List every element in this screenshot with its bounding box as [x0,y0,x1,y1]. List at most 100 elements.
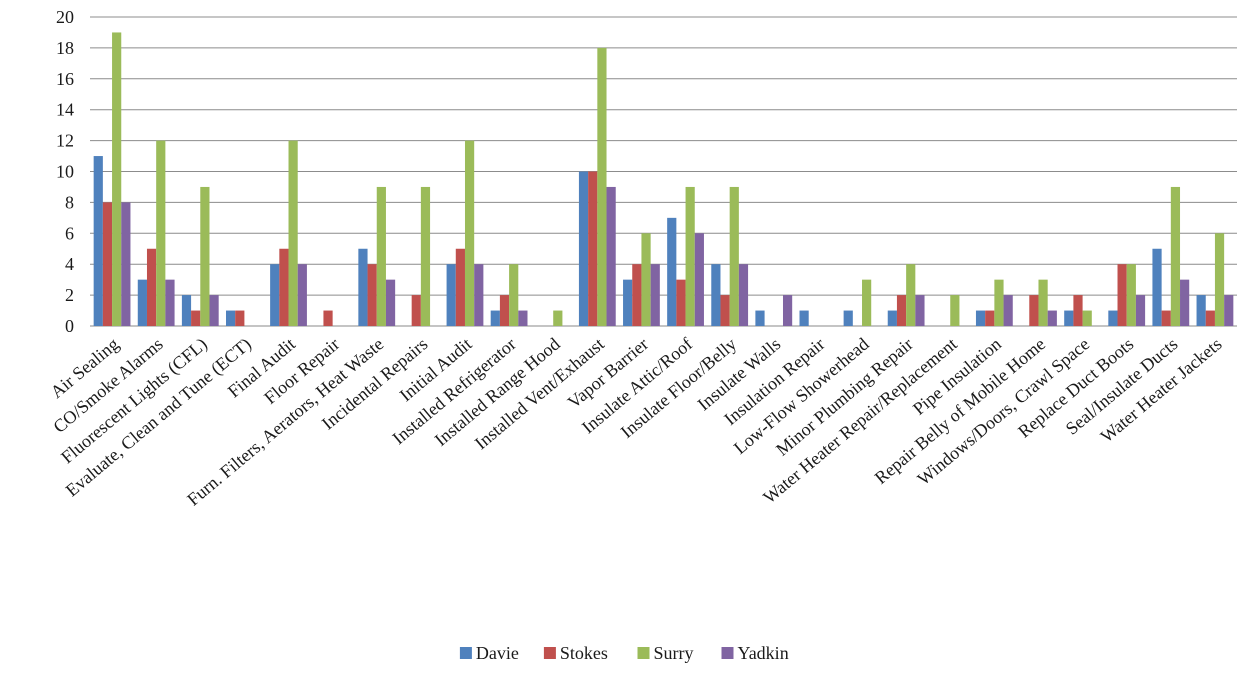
bar-surry [553,310,563,326]
y-tick-label: 12 [56,131,74,151]
bar-yadkin [915,295,925,326]
bar-surry [1214,233,1225,326]
bar-surry [200,186,210,326]
bar-stokes [676,279,686,326]
bar-davie [799,310,809,326]
legend: Davie Stokes Surry Yadkin [459,643,789,663]
bar-yadkin [385,279,396,326]
bar-stokes [279,248,289,326]
bar-stokes [191,310,201,326]
bar-surry [509,264,519,326]
bar-surry [685,186,695,326]
y-tick-label: 18 [56,38,74,58]
bar-surry [1082,310,1092,326]
bar-davie [667,217,677,326]
legend-swatch-yadkin [721,647,734,659]
bar-stokes [720,295,730,326]
bar-stokes [323,310,333,326]
bar-davie [711,264,721,326]
bar-stokes [632,264,642,326]
y-tick-label: 14 [56,100,74,120]
legend-label-stokes: Stokes [560,643,608,663]
bar-yadkin [165,279,175,326]
bar-yadkin [606,186,616,326]
bar-davie [1152,248,1162,326]
bar-stokes [235,310,245,326]
legend-label-davie: Davie [476,643,519,663]
bar-stokes [146,248,157,326]
bar-yadkin [474,264,484,326]
bar-surry [156,140,166,326]
y-tick-label: 10 [56,162,74,182]
bar-davie [446,264,456,326]
bar-yadkin [782,295,793,326]
bar-stokes [455,248,465,326]
bar-surry [1170,186,1181,326]
bar-stokes [1029,295,1039,326]
bar-stokes [588,171,598,326]
bar-davie [623,279,633,326]
bar-yadkin [694,233,704,326]
y-tick-label: 8 [65,192,74,212]
bar-yadkin [650,264,660,326]
bar-surry [376,186,386,326]
bar-davie [1108,310,1118,326]
bar-davie [755,310,765,326]
bar-yadkin [738,264,749,326]
bar-yadkin [1224,295,1234,326]
legend-swatch-davie [459,647,472,659]
bar-davie [358,248,368,326]
y-tick-label: 20 [56,7,74,27]
y-tick-label: 2 [65,285,74,305]
bar-yadkin [1003,295,1013,326]
bar-surry [288,140,298,326]
y-tick-label: 6 [65,223,74,243]
bar-stokes [1117,264,1127,326]
bar-davie [270,264,280,326]
bar-yadkin [518,310,528,326]
bar-yadkin [121,202,131,326]
y-tick-label: 0 [65,316,74,336]
bar-davie [843,310,853,326]
bar-surry [950,295,960,326]
gridlines [90,16,1237,327]
bars [93,32,1234,327]
bar-surry [994,279,1004,326]
bar-yadkin [1047,310,1057,326]
bar-davie [887,310,897,326]
bar-surry [641,233,651,326]
bar-surry [729,186,739,326]
bar-stokes [896,295,907,326]
bar-yadkin [297,264,307,326]
bar-stokes [102,202,113,326]
bar-yadkin [209,295,219,326]
bar-surry [464,140,475,326]
bar-yadkin [1135,295,1146,326]
bar-surry [1038,279,1048,326]
bar-davie [226,310,236,326]
legend-label-yadkin: Yadkin [738,643,789,663]
bar-davie [181,295,192,326]
bar-davie [975,310,986,326]
legend-swatch-stokes [543,647,556,659]
legend-swatch-surry [637,647,650,659]
bar-davie [578,171,589,326]
bar-surry [597,47,607,327]
y-tick-label: 16 [56,69,74,89]
bar-stokes [367,264,377,326]
y-axis-ticks: 0 2 4 6 8 10 12 14 16 18 20 [56,7,74,336]
bar-stokes [985,310,995,326]
bar-stokes [1205,310,1215,326]
bar-davie [93,156,103,326]
bar-stokes [499,295,510,326]
bar-davie [1196,295,1206,326]
bar-stokes [1073,295,1083,326]
y-tick-label: 4 [65,254,74,274]
bar-surry [906,264,916,326]
bar-davie [137,279,147,326]
bar-davie [1064,310,1074,326]
bar-stokes [1161,310,1171,326]
